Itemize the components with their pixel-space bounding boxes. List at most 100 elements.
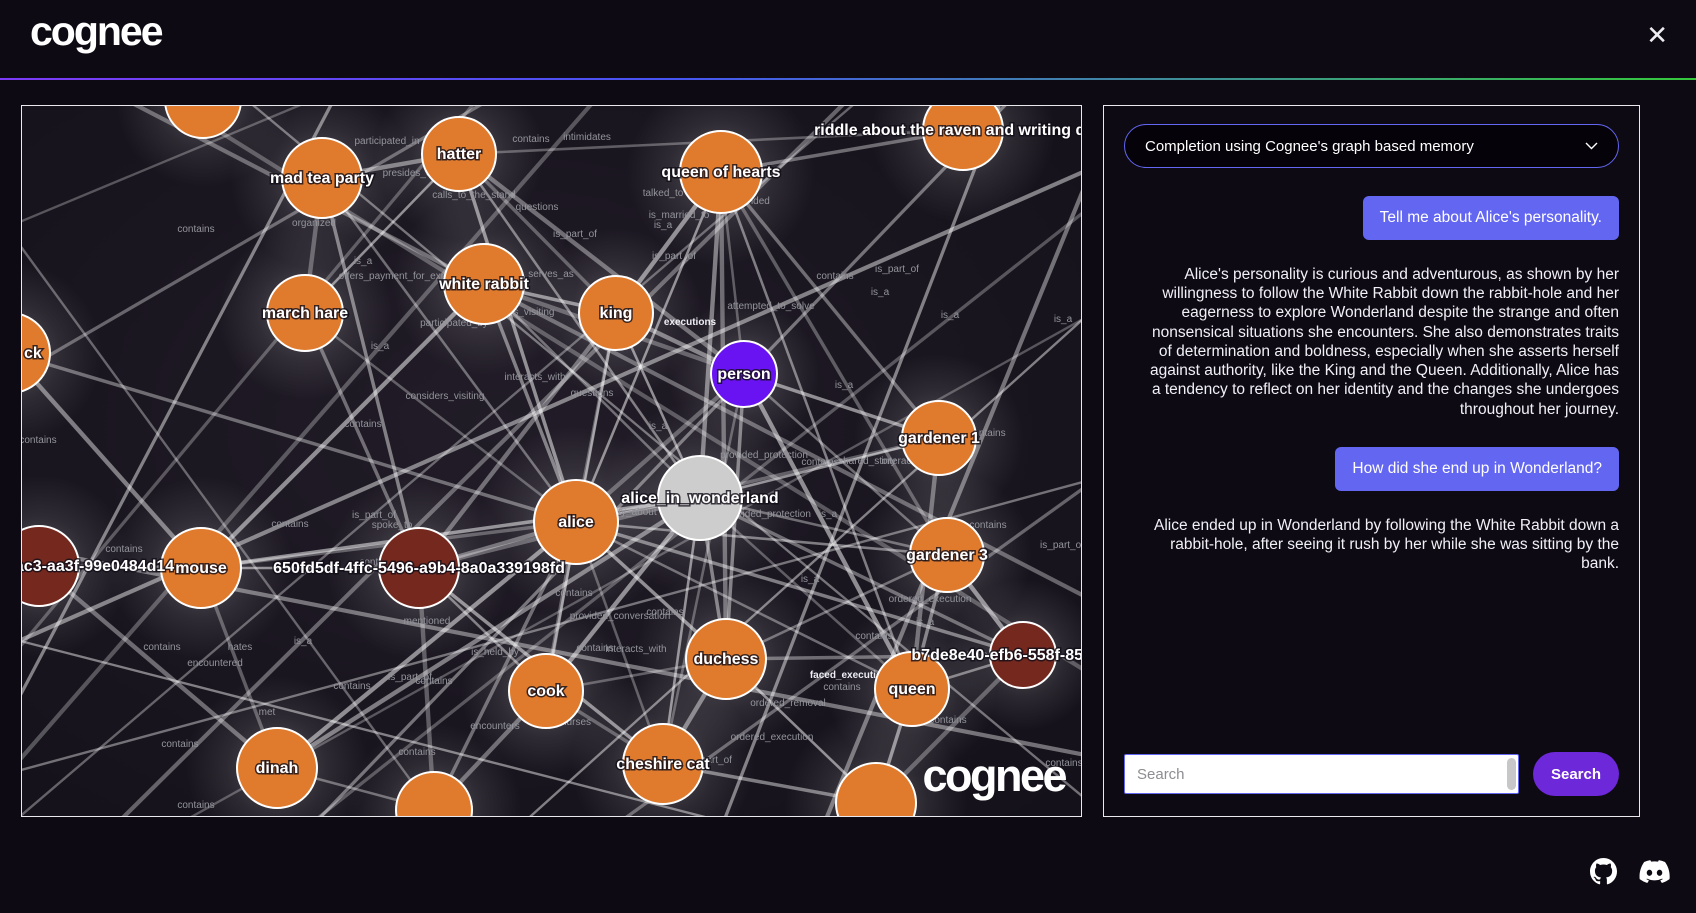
edge-label: provided_protection [723, 509, 811, 520]
graph-node-gardener-3[interactable] [909, 517, 985, 593]
edge-label: is_part_of [875, 264, 919, 275]
edge-label: considers_visiting [476, 307, 555, 318]
assistant-message: Alice ended up in Wonderland by followin… [1154, 516, 1619, 573]
node-label-duchess: duchess [694, 651, 759, 668]
graph-edge [724, 106, 1001, 816]
node-label-duck: ck [24, 345, 42, 362]
edge-label: nurses [561, 717, 591, 728]
discord-icon[interactable] [1639, 859, 1670, 884]
edge-label: contains [359, 557, 396, 568]
graph-edge [575, 520, 948, 557]
edge-label: contains [161, 739, 198, 750]
graph-node-alice[interactable] [533, 479, 619, 565]
edge-label: contains [855, 631, 892, 642]
node-label-white-rabbit: white rabbit [438, 276, 529, 293]
edge-label: is_a [871, 287, 890, 298]
node-label-alice-in-wonderland: alice_in_wonderland [621, 490, 778, 507]
graph-svg[interactable]: contains organized participated_in contains… [22, 106, 1081, 816]
graph-node-node-bottom-1[interactable] [395, 771, 473, 816]
graph-node-node-650fd5df[interactable] [378, 527, 460, 609]
input-scrollbar[interactable] [1507, 758, 1516, 790]
graph-node-duchess[interactable] [685, 618, 767, 700]
graph-node-duck[interactable] [22, 313, 51, 393]
edge-label: contains [271, 519, 308, 530]
search-button[interactable]: Search [1533, 752, 1619, 796]
edge-label: is_married_to [649, 210, 710, 221]
edge-label: questions [516, 202, 559, 213]
graph-edge [575, 520, 913, 691]
graph-node-queen-of-hearts[interactable] [679, 130, 763, 214]
edge-label: is_a [1054, 314, 1073, 325]
edge-label: contains [816, 271, 853, 282]
edge-label: is_a [649, 421, 668, 432]
search-input[interactable] [1124, 754, 1519, 794]
edge-label: offers_payment_for_explanation [339, 271, 482, 282]
edge-label: is_a [941, 310, 960, 321]
cognee-watermark: cognee [922, 750, 1067, 801]
edge-label: contains [177, 224, 214, 235]
graph-edge [574, 171, 723, 523]
edge-label: curiosity_about [589, 507, 656, 518]
completion-mode-select[interactable]: Completion using Cognee's graph based me… [1124, 124, 1619, 168]
graph-node-march-hare[interactable] [266, 274, 344, 352]
graph-edge [743, 373, 948, 556]
edge-label: provided_conversation [570, 611, 671, 622]
graph-node-gardener-1[interactable] [901, 400, 977, 476]
edge-label: interacts_with [605, 644, 666, 655]
graph-node-cheshire-cat[interactable] [622, 723, 704, 805]
edge-label: is_a [354, 256, 373, 267]
graph-edge [22, 545, 1081, 757]
completion-panel: Completion using Cognee's graph based me… [1103, 105, 1640, 817]
node-label-mad-tea-party: mad tea party [270, 170, 374, 187]
edge-label: is_a [801, 574, 820, 585]
edge-label: is_a [916, 617, 935, 628]
knowledge-graph-canvas[interactable]: contains organized participated_in contains… [21, 105, 1082, 817]
assistant-message: Alice's personality is curious and adven… [1149, 266, 1619, 418]
graph-node-alice-in-wonderland[interactable] [657, 455, 743, 541]
graph-edge [22, 106, 302, 223]
graph-node-white-rabbit[interactable] [443, 243, 525, 325]
edge-label: mentioned [404, 616, 451, 627]
graph-node-king[interactable] [578, 275, 654, 351]
graph-edge [718, 171, 729, 660]
node-label-gardener-3: gardener 3 [906, 547, 988, 564]
graph-node-person[interactable] [710, 340, 778, 408]
edge-label: intimidates [563, 132, 611, 143]
graph-edge [22, 640, 706, 816]
graph-node-node-top[interactable] [164, 106, 242, 139]
edge-label: calls_to_the_stand [432, 190, 515, 201]
github-icon[interactable] [1590, 858, 1617, 885]
edge-label: executions [664, 317, 717, 328]
edge-label: considers_visiting [406, 391, 485, 402]
edge-label: contains [950, 650, 987, 661]
node-label-dinah: dinah [256, 760, 299, 777]
node-label-march-hare: march hare [262, 305, 348, 322]
graph-edge [320, 177, 421, 569]
graph-edge [303, 312, 421, 569]
graph-node-mouse[interactable] [160, 527, 242, 609]
edge-label: contains [177, 800, 214, 811]
graph-node-hatter[interactable] [421, 116, 497, 192]
graph-node-node-b7de8e40[interactable] [989, 621, 1057, 689]
edge-label: is_a [819, 509, 838, 520]
edge-label: contains [415, 676, 452, 687]
edge-label: provided_protection [720, 450, 808, 461]
node-label-node-5ac3: 5ac3-aa3f-99e0484d14 [22, 558, 174, 575]
edge-label: is_part_of [388, 672, 432, 683]
graph-node-riddle-about-the-raven[interactable] [922, 106, 1004, 171]
graph-edge [417, 311, 618, 570]
graph-node-node-5ac3[interactable] [22, 525, 80, 607]
close-icon[interactable]: ✕ [1646, 20, 1668, 50]
graph-edge [661, 497, 702, 765]
node-glow [22, 261, 102, 445]
graph-node-queen[interactable] [874, 651, 950, 727]
edge-label: contains [143, 642, 180, 653]
graph-edge [275, 520, 578, 770]
graph-node-cook[interactable] [508, 653, 584, 729]
graph-node-mad-tea-party[interactable] [281, 137, 363, 219]
graph-node-node-bottom-2[interactable] [835, 762, 917, 816]
graph-edge [37, 564, 279, 770]
graph-node-dinah[interactable] [236, 727, 318, 809]
graph-edge [575, 520, 1024, 657]
edge-label: contains [646, 607, 683, 618]
